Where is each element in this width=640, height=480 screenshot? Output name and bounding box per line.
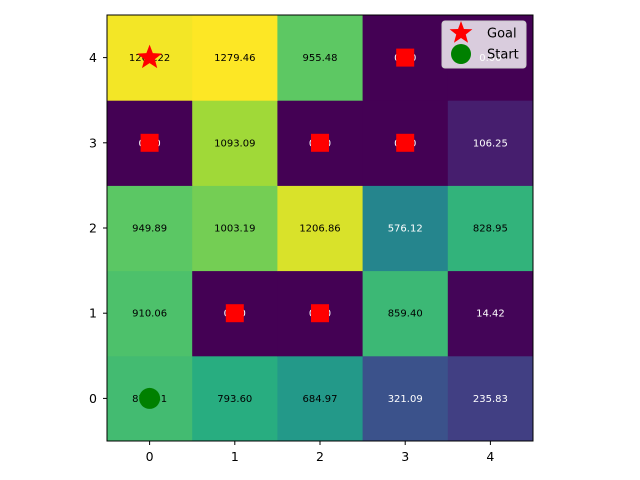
heatmap-cell <box>192 100 278 186</box>
cell-value-label: 235.83 <box>473 394 508 405</box>
heatmap-cell <box>362 270 449 357</box>
cell-value-label: 1206.86 <box>299 224 340 235</box>
heatmap-cell <box>447 270 534 357</box>
y-tick-label: 1 <box>89 306 97 321</box>
cell-value-label: 1279.46 <box>214 53 255 64</box>
heatmap-cell <box>362 355 449 442</box>
y-tick-label: 2 <box>89 221 97 236</box>
legend-start-icon <box>451 44 471 64</box>
heatmap-cell <box>277 185 364 272</box>
legend-label: Start <box>487 48 519 63</box>
x-axis: 0 1 2 3 4 <box>146 441 494 464</box>
cell-value-label: 949.89 <box>132 224 167 235</box>
heatmap-cell <box>107 185 193 272</box>
y-tick-label: 0 <box>89 391 97 406</box>
legend-label: Goal <box>487 27 517 42</box>
heatmap-cell <box>277 15 364 101</box>
y-tick-label: 3 <box>89 135 97 150</box>
start-marker <box>139 387 161 409</box>
heatmap-cell <box>277 355 364 442</box>
cell-value-label: 1093.09 <box>214 138 255 149</box>
cell-value-label: 684.97 <box>303 394 338 405</box>
obstacle-marker <box>311 304 329 323</box>
heatmap-cell <box>447 100 534 186</box>
cell-value-label: 859.40 <box>388 309 423 320</box>
obstacle-marker <box>396 133 415 152</box>
cell-value-label: 576.12 <box>388 224 423 235</box>
heatmap-cell <box>447 185 534 272</box>
heatmap-cell <box>192 185 278 272</box>
cell-value-label: 1003.19 <box>214 224 255 235</box>
heatmap-cell <box>447 355 534 442</box>
x-tick-label: 4 <box>486 449 494 464</box>
y-tick-label: 4 <box>89 50 97 65</box>
heatmap-cell <box>107 270 193 357</box>
legend: Goal Start <box>441 20 527 69</box>
cell-value-label: 14.42 <box>476 309 505 320</box>
cell-value-label: 910.06 <box>132 309 167 320</box>
obstacle-marker <box>396 48 415 67</box>
x-tick-label: 0 <box>146 449 154 464</box>
obstacle-marker <box>140 133 159 152</box>
obstacle-marker <box>311 133 329 152</box>
y-axis: 0 1 2 3 4 <box>89 50 107 406</box>
x-tick-label: 1 <box>231 449 239 464</box>
cell-value-label: 828.95 <box>473 224 508 235</box>
start-goal-markers <box>137 44 162 409</box>
x-tick-label: 3 <box>401 449 409 464</box>
cell-value-label: 955.48 <box>303 53 338 64</box>
legend-goal-icon <box>449 21 473 43</box>
heatmap-cell <box>192 15 278 101</box>
x-tick-label: 2 <box>316 449 324 464</box>
cell-value-label: 106.25 <box>473 138 508 149</box>
heatmap-cell <box>362 185 449 272</box>
goal-marker <box>137 44 162 69</box>
heatmap-cell <box>192 355 278 442</box>
obstacle-markers <box>140 48 415 323</box>
cell-value-label: 321.09 <box>388 394 423 405</box>
cell-value-label: 793.60 <box>217 394 252 405</box>
obstacle-marker <box>225 304 244 323</box>
